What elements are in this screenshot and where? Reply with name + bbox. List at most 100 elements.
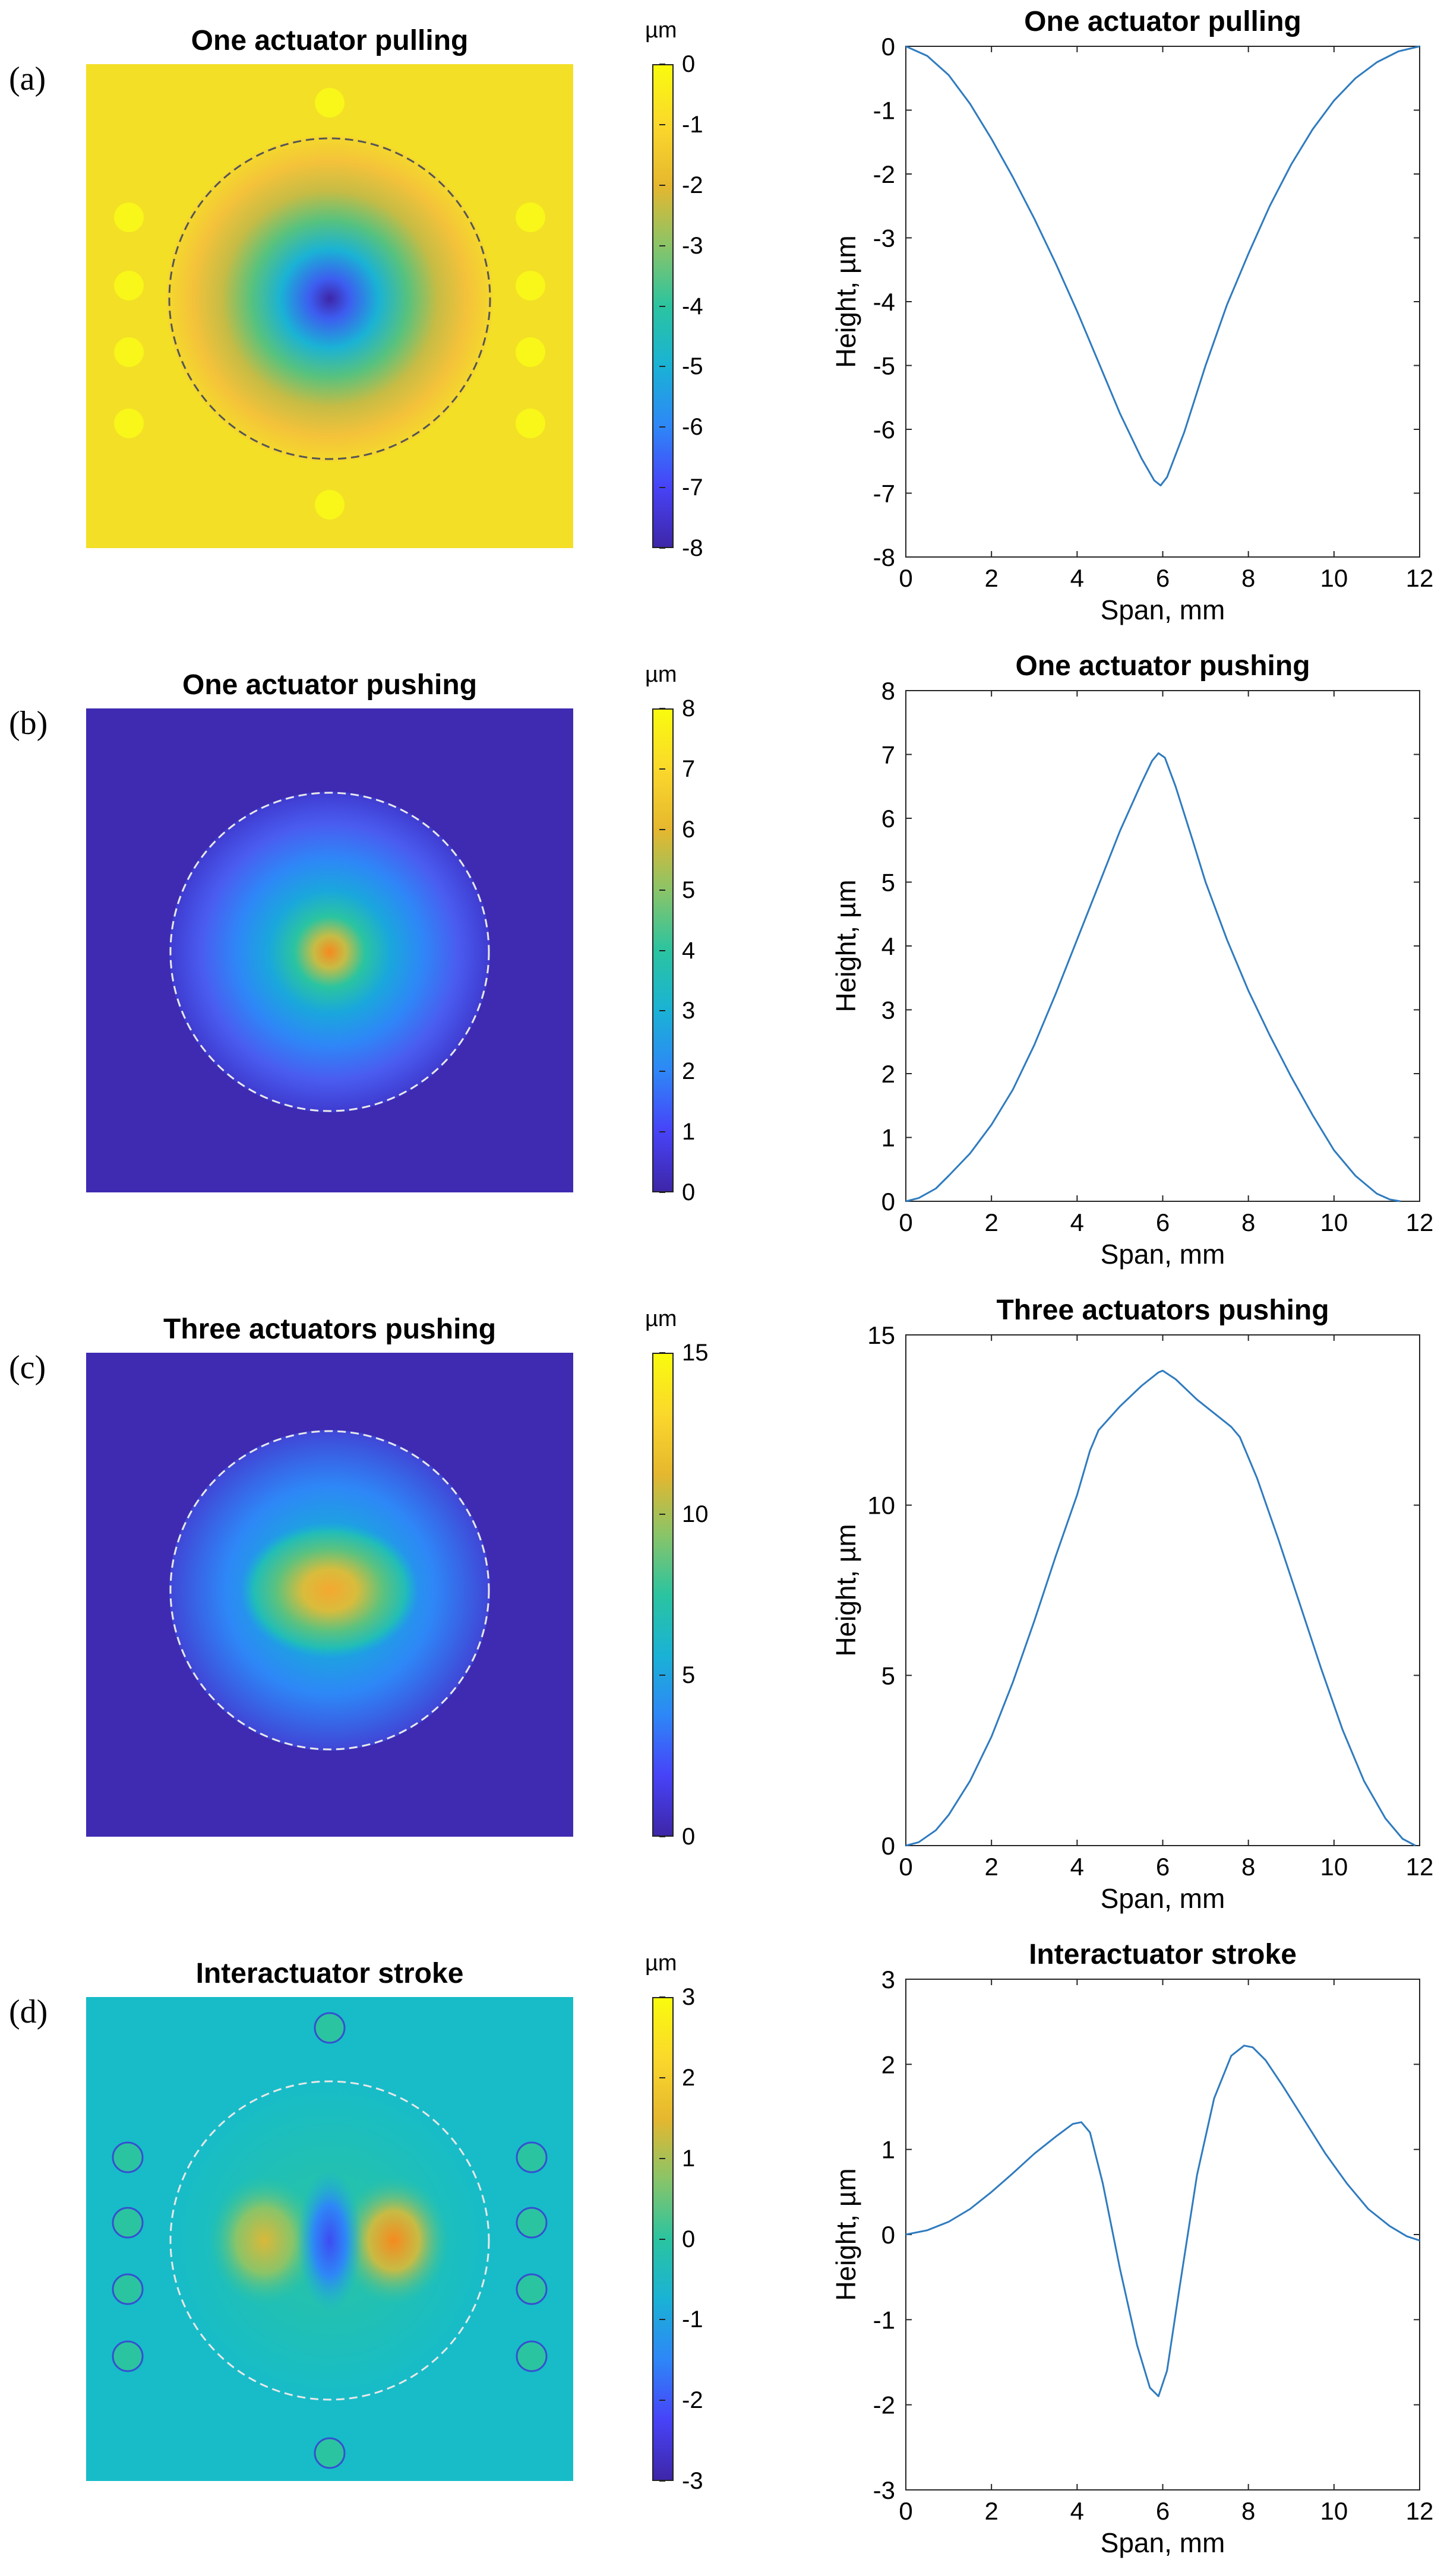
colorbar-tick-mark [659,1675,665,1676]
y-tick-label: 1 [881,2136,895,2164]
y-axis-label: Height, µm [830,1524,861,1656]
x-axis-label: Span, mm [1101,1883,1225,1914]
colorbar-tick-mark [659,64,665,65]
y-tick-label: 8 [881,677,895,705]
aperture-outline [169,792,490,1112]
colorbar-tick-label: -5 [682,353,703,380]
aperture-gradient [166,135,493,462]
y-tick-label: -5 [873,352,895,380]
colorbar-tick-label: 8 [682,695,696,721]
lobe-right [337,2175,450,2306]
x-tick-label: 12 [1406,564,1434,592]
colorbar-tick-label: 3 [682,998,696,1024]
x-tick-label: 8 [1241,1853,1255,1881]
y-tick-label: 5 [881,1662,895,1689]
colorbar-tick-mark [659,487,665,489]
colorbar-tick-label: 7 [682,755,696,782]
colorbar-tick-label: 0 [682,1824,696,1850]
colorbar-tick-label: -3 [682,2468,703,2494]
height-profile-line [905,752,1401,1202]
x-tick-label: 10 [1320,564,1348,592]
x-axis-label: Span, mm [1101,594,1225,625]
colorbar-unit-c: µm [645,1306,677,1331]
x-tick-label: 6 [1156,564,1170,592]
chart-title: Interactuator stroke [1029,1939,1297,1970]
panel-label-c: (c) [9,1349,46,1386]
colorbar-tick-mark [659,950,665,951]
colorbar-tick-mark [659,1131,665,1133]
map-title-b: One actuator pushing [182,669,478,701]
aperture-outline [169,2080,490,2401]
colorbar-unit-d: µm [645,1951,677,1976]
colorbar-tick-mark [659,305,665,307]
colorbar-tick-label: -6 [682,414,703,441]
line-chart-a: One actuator pulling 0 2 4 6 8 10 12 -8 -7 -6 -5 -4 -… [830,6,1434,625]
actuator-holes [112,2012,548,2469]
map-title-c: Three actuators pushing [163,1314,497,1345]
colorbar-tick-mark [659,1836,665,1837]
y-tick-label: 3 [881,996,895,1024]
colorbar-tick-label: 0 [682,2226,696,2252]
x-tick-label: 10 [1320,2497,1348,2525]
map-title-d: Interactuator stroke [195,1958,464,1989]
y-tick-label: -8 [873,543,895,571]
y-tick-label: 2 [881,1060,895,1088]
y-tick-label: 4 [881,932,895,960]
x-tick-label: 4 [1070,564,1084,592]
plot-frame [905,690,1420,1202]
chart-title: One actuator pushing [1015,650,1310,682]
y-tick-label: 15 [867,1321,895,1349]
colorbar-tick-mark [659,1996,665,1998]
colorbar-tick-mark [659,768,665,770]
colorbar-unit-a: µm [645,18,677,43]
colorbar-tick-mark [659,2238,665,2240]
peak-region [241,1522,419,1659]
colorbar-tick-label: 0 [682,1179,696,1205]
colorbar-tick-label: 5 [682,876,696,903]
x-tick-label: 10 [1320,1853,1348,1881]
x-tick-label: 6 [1156,1208,1170,1236]
colorbar-tick-label: -4 [682,293,703,319]
y-tick-label: -2 [873,160,895,188]
x-axis-label: Span, mm [1101,1239,1225,1270]
colorbar-tick-mark [659,366,665,368]
colorbar-tick-mark [659,124,665,125]
colorbar-unit-b: µm [645,662,677,687]
colorbar-c [652,1353,674,1837]
lobe-left [208,2175,321,2306]
x-tick-label: 4 [1070,2497,1084,2525]
y-tick-label: 0 [881,2221,895,2249]
colorbar-tick-label: 2 [682,1058,696,1085]
x-tick-label: 0 [899,2497,912,2525]
aperture-outline [169,1430,490,1751]
y-tick-label: 7 [881,741,895,769]
colorbar-tick-mark [659,708,665,709]
colorbar-tick-label: 3 [682,1984,696,2010]
panel-label-a: (a) [9,61,46,97]
x-tick-label: 12 [1406,2497,1434,2525]
y-tick-label: -3 [873,2476,895,2504]
colorbar-tick-mark [659,2400,665,2401]
plot-frame [905,1979,1420,2490]
actuator-holes [114,88,545,520]
colorbar-tick-label: 1 [682,2145,696,2172]
y-tick-label: 0 [881,1188,895,1216]
trough-center [297,2169,362,2312]
colorbar-tick-mark [659,889,665,891]
colorbar-tick-label: 1 [682,1119,696,1145]
y-tick-label: -7 [873,480,895,508]
colorbar-tick-label: -1 [682,2306,703,2333]
y-tick-label: -4 [873,288,895,316]
surface-map-b [86,708,573,1192]
colorbar-tick-label: 10 [682,1501,709,1527]
surface-map-c [86,1353,573,1837]
x-tick-label: 0 [899,1853,912,1881]
height-profile-line [905,2045,1420,2397]
y-tick-label: 6 [881,805,895,833]
x-tick-label: 2 [984,564,998,592]
aperture-outline [168,137,491,460]
x-tick-label: 0 [899,564,912,592]
colorbar-tick-mark [659,828,665,830]
